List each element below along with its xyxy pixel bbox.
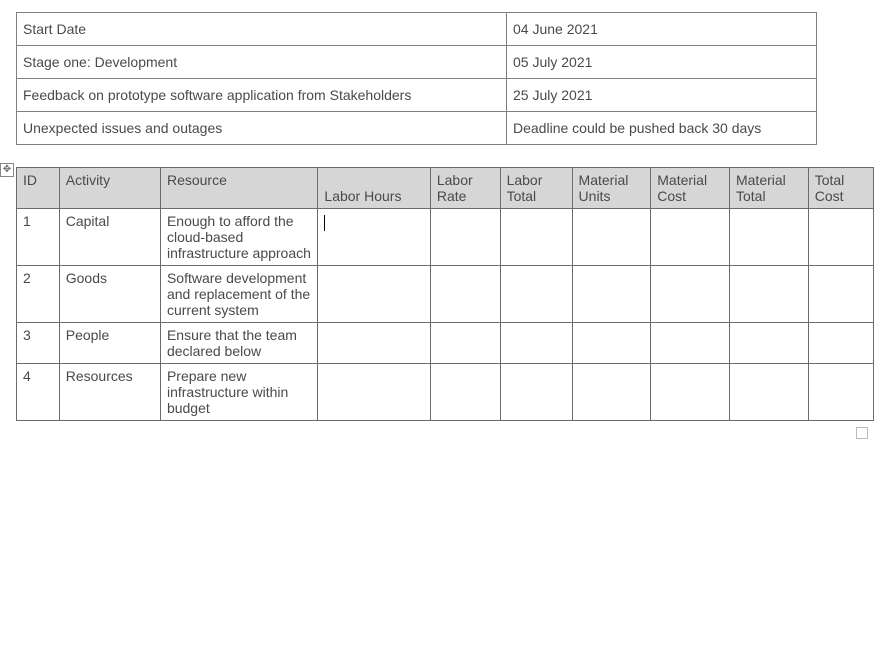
table-resize-handle-icon[interactable] <box>856 427 868 439</box>
cell-total-cost[interactable] <box>808 323 873 364</box>
cell-id[interactable]: 1 <box>17 209 60 266</box>
info-label: Stage one: Development <box>17 46 507 79</box>
cell-activity[interactable]: Goods <box>59 266 160 323</box>
table-row: 3 People Ensure that the team declared b… <box>17 323 874 364</box>
info-label: Feedback on prototype software applicati… <box>17 79 507 112</box>
table-handle-wrap: ✥ ID Activity Resource Labor Hours Labor… <box>8 167 878 421</box>
col-header-total-cost: Total Cost <box>808 168 873 209</box>
info-row: Start Date 04 June 2021 <box>17 13 817 46</box>
cell-labor-total[interactable] <box>500 209 572 266</box>
col-header-activity: Activity <box>59 168 160 209</box>
cell-resource[interactable]: Ensure that the team declared below <box>160 323 317 364</box>
cell-material-units[interactable] <box>572 209 651 266</box>
cell-labor-rate[interactable] <box>430 364 500 421</box>
cell-labor-total[interactable] <box>500 323 572 364</box>
info-value: 05 July 2021 <box>507 46 817 79</box>
cell-material-units[interactable] <box>572 323 651 364</box>
cell-labor-hours[interactable] <box>318 323 430 364</box>
col-header-id: ID <box>17 168 60 209</box>
cell-material-total[interactable] <box>729 209 808 266</box>
col-header-labor-hours: Labor Hours <box>318 168 430 209</box>
cell-activity[interactable]: Capital <box>59 209 160 266</box>
cell-material-total[interactable] <box>729 266 808 323</box>
cell-id[interactable]: 4 <box>17 364 60 421</box>
info-label: Start Date <box>17 13 507 46</box>
cell-activity[interactable]: Resources <box>59 364 160 421</box>
table-row: 4 Resources Prepare new infrastructure w… <box>17 364 874 421</box>
cell-resource[interactable]: Software development and replacement of … <box>160 266 317 323</box>
info-label: Unexpected issues and outages <box>17 112 507 145</box>
info-value: 04 June 2021 <box>507 13 817 46</box>
cell-id[interactable]: 2 <box>17 266 60 323</box>
col-header-material-total: Material Total <box>729 168 808 209</box>
cell-total-cost[interactable] <box>808 364 873 421</box>
cell-labor-hours[interactable] <box>318 364 430 421</box>
move-handle-glyph: ✥ <box>3 165 11 175</box>
table-header-row: ID Activity Resource Labor Hours Labor R… <box>17 168 874 209</box>
col-header-material-units: Material Units <box>572 168 651 209</box>
cell-labor-rate[interactable] <box>430 266 500 323</box>
info-value: 25 July 2021 <box>507 79 817 112</box>
cell-resource[interactable]: Prepare new infrastructure within budget <box>160 364 317 421</box>
cell-total-cost[interactable] <box>808 209 873 266</box>
info-table: Start Date 04 June 2021 Stage one: Devel… <box>16 12 817 145</box>
text-cursor-icon <box>324 215 325 231</box>
cell-labor-rate[interactable] <box>430 323 500 364</box>
cell-labor-hours[interactable] <box>318 209 430 266</box>
cell-material-units[interactable] <box>572 364 651 421</box>
col-header-resource: Resource <box>160 168 317 209</box>
cell-activity[interactable]: People <box>59 323 160 364</box>
table-row: 2 Goods Software development and replace… <box>17 266 874 323</box>
info-row: Stage one: Development 05 July 2021 <box>17 46 817 79</box>
cell-labor-total[interactable] <box>500 364 572 421</box>
table-move-handle-icon[interactable]: ✥ <box>0 163 14 177</box>
table-row: 1 Capital Enough to afford the cloud-bas… <box>17 209 874 266</box>
col-header-material-cost: Material Cost <box>651 168 730 209</box>
cell-material-cost[interactable] <box>651 266 730 323</box>
cell-material-cost[interactable] <box>651 209 730 266</box>
cell-labor-hours[interactable] <box>318 266 430 323</box>
cell-resource[interactable]: Enough to afford the cloud-based infrast… <box>160 209 317 266</box>
cell-id[interactable]: 3 <box>17 323 60 364</box>
cell-material-cost[interactable] <box>651 323 730 364</box>
info-row: Unexpected issues and outages Deadline c… <box>17 112 817 145</box>
info-value: Deadline could be pushed back 30 days <box>507 112 817 145</box>
resource-table: ID Activity Resource Labor Hours Labor R… <box>16 167 874 421</box>
col-header-labor-total: Labor Total <box>500 168 572 209</box>
cell-material-units[interactable] <box>572 266 651 323</box>
cell-material-cost[interactable] <box>651 364 730 421</box>
col-header-labor-rate: Labor Rate <box>430 168 500 209</box>
cell-labor-rate[interactable] <box>430 209 500 266</box>
info-row: Feedback on prototype software applicati… <box>17 79 817 112</box>
cell-total-cost[interactable] <box>808 266 873 323</box>
cell-material-total[interactable] <box>729 323 808 364</box>
cell-material-total[interactable] <box>729 364 808 421</box>
cell-labor-total[interactable] <box>500 266 572 323</box>
